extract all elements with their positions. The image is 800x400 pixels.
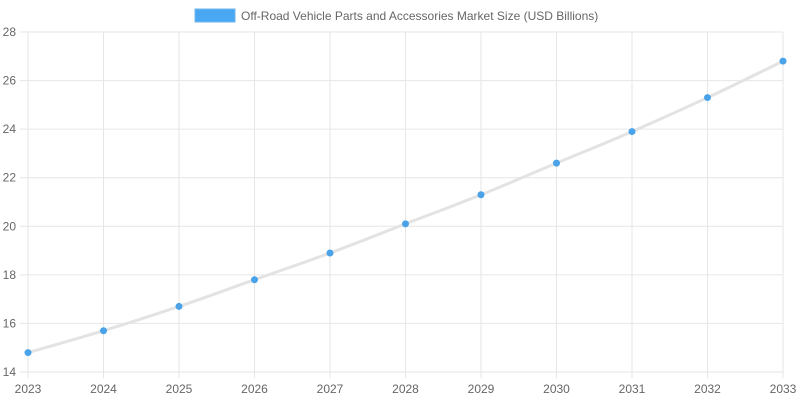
x-tick-label: 2024 bbox=[90, 382, 117, 396]
data-point-2028[interactable] bbox=[402, 220, 409, 228]
data-point-2032[interactable] bbox=[704, 94, 711, 102]
y-tick-label: 18 bbox=[3, 268, 17, 282]
legend[interactable]: Off-Road Vehicle Parts and Accessories M… bbox=[194, 8, 598, 23]
x-tick-label: 2029 bbox=[468, 382, 495, 396]
series-line bbox=[27, 59, 784, 355]
y-axis-ticks: 14 16 18 20 22 24 26 28 bbox=[3, 25, 17, 379]
x-tick-label: 2028 bbox=[392, 382, 419, 396]
y-tick-label: 24 bbox=[3, 122, 17, 136]
x-tick-label: 2031 bbox=[619, 382, 646, 396]
series-group bbox=[24, 57, 787, 357]
data-point-2025[interactable] bbox=[175, 302, 183, 310]
legend-swatch[interactable] bbox=[194, 8, 236, 23]
y-tick-label: 22 bbox=[3, 171, 17, 185]
y-tick-label: 16 bbox=[3, 316, 17, 330]
data-point-2024[interactable] bbox=[100, 327, 107, 335]
x-tick-label: 2030 bbox=[543, 382, 570, 396]
x-tick-label: 2023 bbox=[15, 382, 42, 396]
legend-label[interactable]: Off-Road Vehicle Parts and Accessories M… bbox=[241, 9, 598, 23]
data-point-2026[interactable] bbox=[251, 276, 258, 284]
data-point-2029[interactable] bbox=[477, 191, 485, 199]
y-tick-label: 28 bbox=[3, 25, 17, 39]
x-tick-label: 2025 bbox=[166, 382, 193, 396]
x-tick-label: 2033 bbox=[770, 382, 797, 396]
x-tick-label: 2027 bbox=[317, 382, 344, 396]
data-point-2027[interactable] bbox=[326, 249, 334, 257]
x-axis-ticks: 2023 2024 2025 2026 2027 2028 2029 2030 2031 2032… bbox=[15, 382, 797, 396]
grid bbox=[20, 31, 784, 378]
x-tick-label: 2026 bbox=[241, 382, 268, 396]
data-point-2023[interactable] bbox=[24, 349, 32, 357]
data-point-2031[interactable] bbox=[628, 128, 636, 136]
data-point-2033[interactable] bbox=[779, 57, 787, 65]
y-tick-label: 14 bbox=[3, 365, 17, 379]
y-tick-label: 20 bbox=[3, 219, 17, 233]
y-tick-label: 26 bbox=[3, 74, 17, 88]
x-tick-label: 2032 bbox=[694, 382, 721, 396]
data-point-2030[interactable] bbox=[553, 159, 560, 167]
